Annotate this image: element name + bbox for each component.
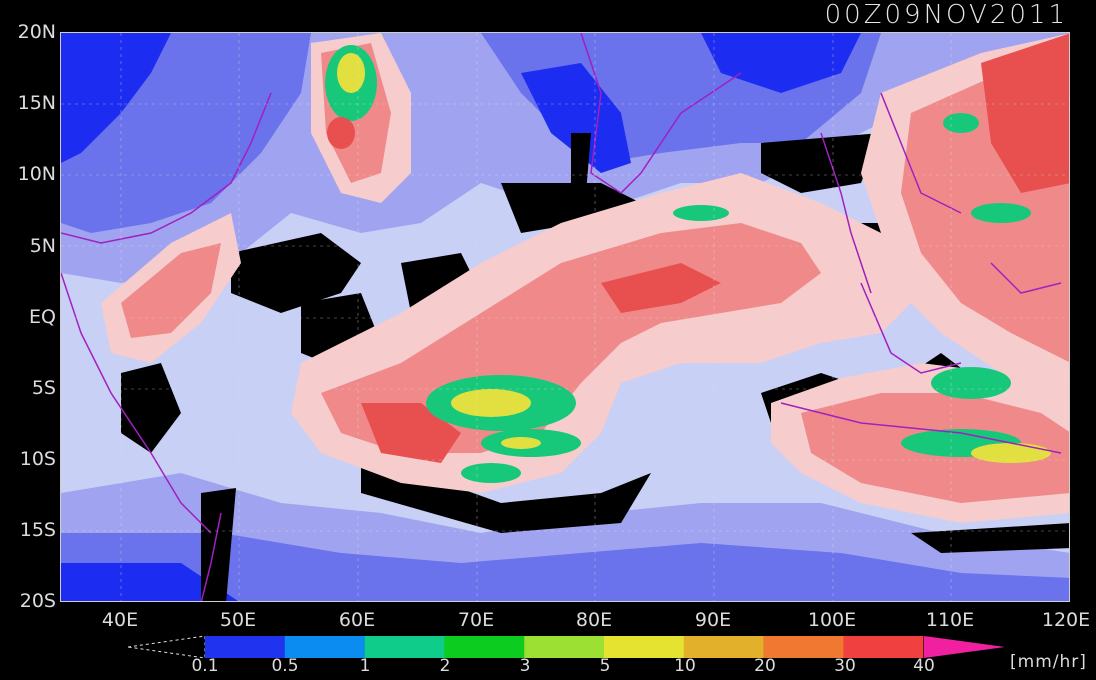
rain-field-red <box>361 263 721 463</box>
lat-label-20n: 20N <box>17 21 56 43</box>
rain-field-south-midblue <box>61 533 1069 601</box>
colorbar-tick-4: 3 <box>519 656 531 676</box>
timestamp: 00Z09NOV2011 <box>824 0 1068 30</box>
lon-label-50e: 50E <box>219 609 257 631</box>
colorbar-swatches <box>205 636 924 658</box>
lon-label-80e: 80E <box>575 609 613 631</box>
rain-field-west-lightred <box>121 243 221 338</box>
lon-label-110e: 110E <box>925 609 975 631</box>
colorbar-over-arrow <box>924 636 1005 658</box>
colorbar-swatch-1 <box>284 636 365 658</box>
rain-field-north-deepblue <box>61 33 861 173</box>
lat-label-15n: 15N <box>17 92 56 114</box>
colorbar-unit: [mm/hr] <box>1010 652 1087 672</box>
colorbar-tick-6: 10 <box>674 656 696 676</box>
colorbar-tick-3: 2 <box>439 656 451 676</box>
colorbar-swatch-3 <box>444 636 525 658</box>
lat-label-10s: 10S <box>19 448 56 470</box>
map-canvas <box>61 33 1069 601</box>
lon-label-60e: 60E <box>338 609 376 631</box>
colorbar-swatch-8 <box>843 636 924 658</box>
precipitation-map <box>60 32 1070 602</box>
rain-field-north-midblue <box>61 33 881 233</box>
colorbar-swatch-0 <box>205 636 285 658</box>
rain-field-ne-red <box>981 33 1069 193</box>
colorbar-tick-0: 0.1 <box>191 656 219 676</box>
colorbar-swatch-4 <box>524 636 605 658</box>
colorbar-swatch-6 <box>683 636 764 658</box>
colorbar-swatch-2 <box>364 636 445 658</box>
colorbar-tick-9: 40 <box>913 656 935 676</box>
colorbar-tick-1: 0.5 <box>271 656 299 676</box>
lat-label-5s: 5S <box>31 377 56 399</box>
colorbar-tick-5: 5 <box>599 656 611 676</box>
lon-label-120e: 120E <box>1041 609 1091 631</box>
colorbar-tick-7: 20 <box>754 656 776 676</box>
lat-label-20s: 20S <box>19 590 56 612</box>
rain-field-south-deepblue <box>61 563 238 601</box>
lat-label-eq: EQ <box>29 306 56 328</box>
colorbar <box>127 635 1005 659</box>
lon-label-90e: 90E <box>694 609 732 631</box>
lon-label-100e: 100E <box>807 609 857 631</box>
lat-label-10n: 10N <box>17 163 56 185</box>
colorbar-under-arrow <box>127 635 206 659</box>
lon-label-70e: 70E <box>457 609 495 631</box>
colorbar-tick-8: 30 <box>834 656 856 676</box>
colorbar-swatch-7 <box>763 636 844 658</box>
graticule <box>61 33 1069 601</box>
lon-label-40e: 40E <box>101 609 139 631</box>
colorbar-swatch-5 <box>604 636 684 658</box>
colorbar-tick-2: 1 <box>359 656 371 676</box>
lat-label-5n: 5N <box>29 235 56 257</box>
lat-label-15s: 15S <box>19 519 56 541</box>
